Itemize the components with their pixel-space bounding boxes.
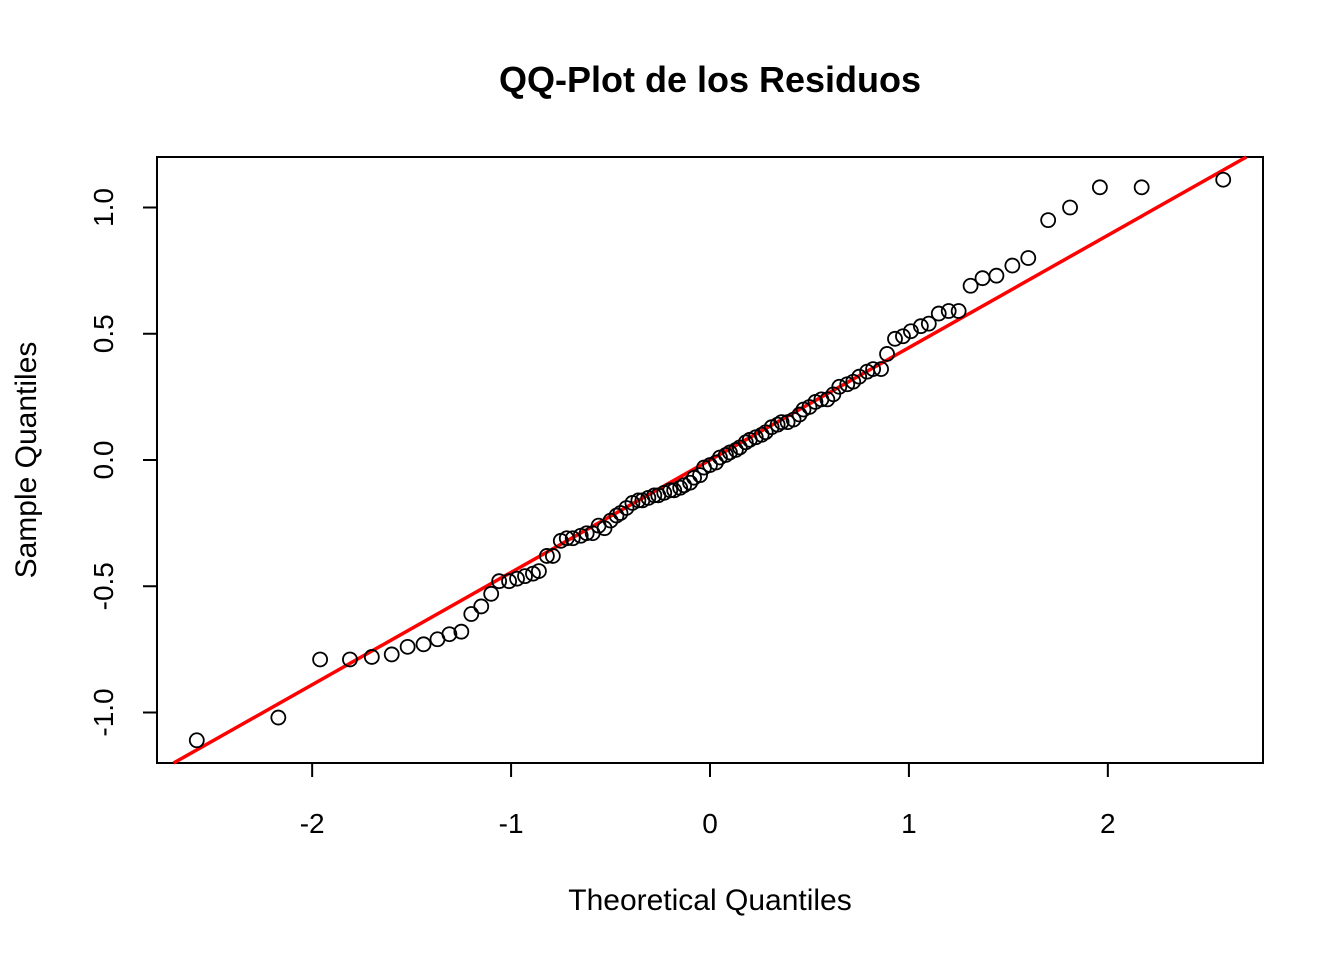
data-point bbox=[463, 606, 480, 622]
data-point bbox=[791, 406, 808, 423]
x-tick-label: -2 bbox=[300, 808, 325, 839]
data-point bbox=[773, 414, 790, 431]
data-point bbox=[887, 330, 903, 347]
data-point bbox=[1133, 179, 1150, 196]
data-point bbox=[1020, 250, 1037, 266]
chart-title: QQ-Plot de los Residuos bbox=[499, 59, 921, 100]
data-point bbox=[270, 709, 287, 726]
data-point bbox=[501, 573, 517, 590]
data-point bbox=[1040, 212, 1057, 229]
data-point bbox=[708, 454, 724, 471]
x-tick-label: 2 bbox=[1100, 808, 1116, 839]
data-point bbox=[363, 649, 380, 665]
data-point bbox=[1062, 199, 1078, 216]
y-tick-label: 1.0 bbox=[88, 188, 119, 227]
data-point bbox=[1004, 257, 1021, 274]
data-point bbox=[399, 638, 416, 655]
data-point bbox=[962, 277, 979, 294]
data-point bbox=[383, 646, 400, 663]
data-point bbox=[895, 328, 911, 345]
data-point bbox=[342, 651, 358, 668]
data-point bbox=[608, 507, 625, 524]
data-point bbox=[646, 487, 663, 504]
data-point bbox=[1091, 179, 1108, 196]
data-point bbox=[538, 548, 555, 564]
data-point bbox=[831, 378, 848, 395]
data-point bbox=[865, 361, 882, 378]
y-tick-label: -0.5 bbox=[88, 562, 119, 610]
data-point bbox=[578, 525, 595, 542]
x-tick-label: -1 bbox=[499, 808, 524, 839]
x-tick-label: 1 bbox=[901, 808, 917, 839]
data-point bbox=[940, 303, 957, 319]
data-point bbox=[903, 323, 919, 340]
data-point bbox=[950, 303, 967, 319]
data-point bbox=[851, 368, 868, 385]
data-point bbox=[544, 548, 561, 564]
data-point bbox=[988, 267, 1005, 284]
x-tick-label: 0 bbox=[702, 808, 718, 839]
y-tick-label: 0.5 bbox=[88, 314, 119, 353]
data-point bbox=[737, 434, 754, 451]
data-point bbox=[920, 315, 937, 332]
data-point bbox=[509, 570, 525, 587]
data-point bbox=[879, 346, 895, 362]
data-point bbox=[188, 732, 205, 749]
y-axis-label: Sample Quantiles bbox=[10, 342, 43, 579]
data-point bbox=[692, 467, 708, 484]
data-point bbox=[453, 623, 470, 640]
data-point bbox=[682, 474, 699, 491]
data-point bbox=[531, 563, 547, 579]
data-point bbox=[912, 318, 929, 335]
y-tick-label: -1.0 bbox=[88, 688, 119, 736]
data-point bbox=[415, 636, 432, 653]
data-point bbox=[718, 447, 734, 463]
x-axis-label: Theoretical Quantiles bbox=[568, 884, 851, 917]
data-point bbox=[473, 598, 490, 615]
data-point bbox=[312, 651, 329, 668]
data-point bbox=[873, 361, 889, 378]
x-axis: -2 -1 0 1 2 bbox=[300, 762, 1116, 839]
data-point bbox=[1215, 171, 1232, 188]
data-point bbox=[564, 530, 581, 547]
data-point bbox=[672, 479, 689, 496]
data-point bbox=[517, 568, 533, 585]
data-point bbox=[769, 416, 786, 433]
data-point bbox=[662, 482, 679, 499]
data-point bbox=[483, 585, 500, 602]
data-point bbox=[753, 426, 770, 443]
y-tick-label: 0.0 bbox=[88, 441, 119, 480]
data-point bbox=[491, 573, 508, 590]
data-point bbox=[727, 441, 744, 458]
data-point bbox=[630, 492, 647, 509]
y-axis: -1.0 -0.5 0.0 0.5 1.0 bbox=[88, 188, 158, 737]
data-point bbox=[930, 305, 947, 322]
data-point bbox=[974, 270, 991, 287]
data-point bbox=[441, 626, 458, 643]
points-layer bbox=[188, 171, 1232, 749]
